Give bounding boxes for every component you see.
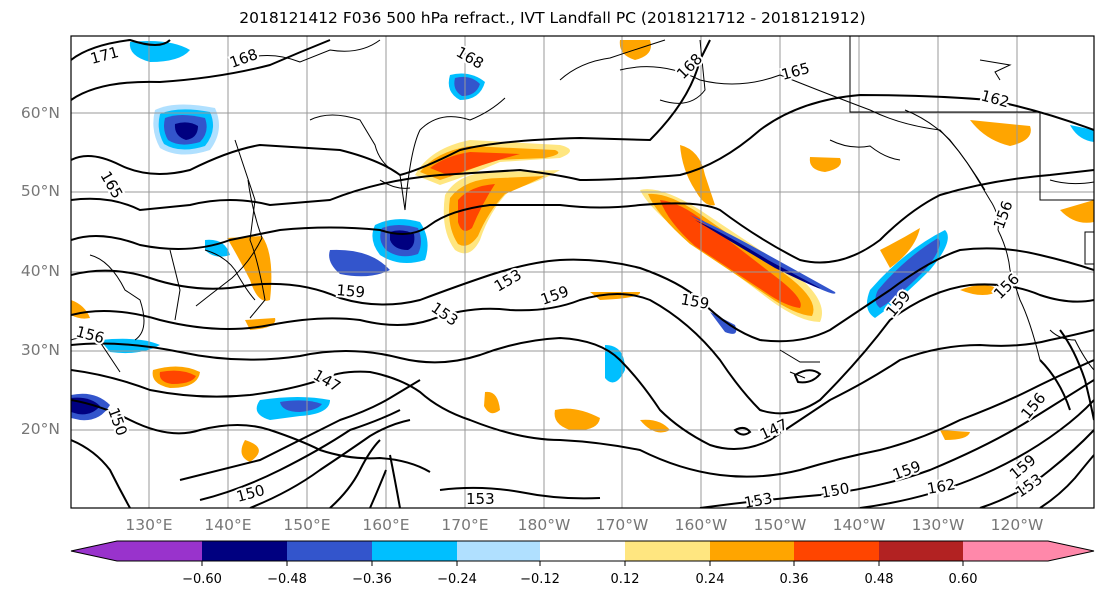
colorbar-tick-label: −0.48 — [267, 572, 307, 587]
contour-label: 153 — [466, 490, 495, 508]
colorbar-tick-label: 0.24 — [695, 572, 725, 587]
colorbar-segment — [202, 541, 287, 561]
lat-label-60n: 60°N — [20, 104, 60, 122]
colorbar-tick-label: −0.24 — [437, 572, 477, 587]
lon-label-130w: 130°W — [911, 516, 965, 534]
colorbar-segment — [879, 541, 963, 561]
colorbar-tick-label: 0.60 — [948, 572, 978, 587]
colorbar-segment — [625, 541, 710, 561]
colorbar-tick-label: −0.36 — [352, 572, 392, 587]
height-contours — [71, 38, 1094, 508]
colorbar-segment — [710, 541, 794, 561]
lon-label-150e: 150°E — [283, 516, 331, 534]
colorbar — [70, 540, 1095, 566]
lon-label-180w: 180°W — [517, 516, 571, 534]
negative-anomaly-regions — [71, 41, 1094, 421]
colorbar-tick-label: −0.60 — [182, 572, 222, 587]
map-frame — [70, 35, 1095, 509]
lat-label-50n: 50°N — [20, 182, 60, 200]
colorbar-max-extend — [963, 541, 1094, 561]
colorbar-tick-label: 0.12 — [610, 572, 640, 587]
colorbar-segment — [287, 541, 372, 561]
graticule — [71, 36, 1094, 508]
coastlines — [71, 36, 1094, 379]
colorbar-tick-label: −0.12 — [520, 572, 560, 587]
colorbar-segment — [794, 541, 879, 561]
lon-label-140w: 140°W — [832, 516, 886, 534]
colorbar-tick-label: 0.36 — [779, 572, 809, 587]
colorbar-min-extend — [71, 541, 117, 561]
colorbar-outline — [70, 540, 1095, 562]
lat-label-30n: 30°N — [20, 341, 60, 359]
lon-label-130e: 130°E — [125, 516, 173, 534]
colorbar-segment — [457, 541, 540, 561]
lat-label-20n: 20°N — [20, 420, 60, 438]
colorbar-segment — [117, 541, 202, 561]
positive-anomaly-regions — [71, 40, 1094, 462]
colorbar-tick-label: 0.48 — [864, 572, 894, 587]
lon-label-170e: 170°E — [441, 516, 489, 534]
lon-label-170w: 170°W — [595, 516, 649, 534]
lon-label-140e: 140°E — [204, 516, 252, 534]
contour-label: 159 — [336, 281, 366, 301]
colorbar-segment — [540, 541, 625, 561]
lat-label-40n: 40°N — [20, 262, 60, 280]
plot-title: 2018121412 F036 500 hPa refract., IVT La… — [239, 9, 866, 27]
lon-label-160w: 160°W — [674, 516, 728, 534]
lon-label-150w: 150°W — [753, 516, 807, 534]
colorbar-segment — [372, 541, 457, 561]
lon-label-160e: 160°E — [362, 516, 410, 534]
contour-label: 153 — [743, 489, 774, 512]
lon-label-120w: 120°W — [990, 516, 1044, 534]
